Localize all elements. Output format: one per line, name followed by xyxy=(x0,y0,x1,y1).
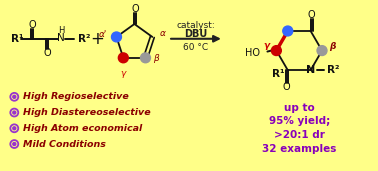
Text: O: O xyxy=(132,4,139,14)
Text: O: O xyxy=(28,20,36,30)
Text: +: + xyxy=(91,30,105,48)
Text: H: H xyxy=(58,26,64,35)
Text: O: O xyxy=(43,48,51,58)
Text: β: β xyxy=(153,54,159,63)
Text: >20:1 dr: >20:1 dr xyxy=(274,130,325,140)
Text: R¹: R¹ xyxy=(11,34,24,44)
Text: DBU: DBU xyxy=(184,29,208,39)
Text: Mild Conditions: Mild Conditions xyxy=(23,140,106,149)
Text: up to: up to xyxy=(284,103,314,113)
Text: O: O xyxy=(308,10,315,20)
Circle shape xyxy=(118,53,128,63)
Text: β: β xyxy=(329,42,335,51)
Circle shape xyxy=(13,95,16,98)
Text: 60 °C: 60 °C xyxy=(183,43,209,52)
Circle shape xyxy=(112,32,121,42)
Circle shape xyxy=(317,46,327,56)
Text: N: N xyxy=(57,33,65,43)
Text: α': α' xyxy=(99,30,107,40)
Text: γ: γ xyxy=(263,41,270,50)
Text: N: N xyxy=(306,65,315,75)
Circle shape xyxy=(13,111,16,114)
Text: 32 examples: 32 examples xyxy=(262,144,336,154)
Text: High Diastereoselective: High Diastereoselective xyxy=(23,108,151,117)
Text: catalyst:: catalyst: xyxy=(177,22,215,30)
Text: O: O xyxy=(283,82,291,92)
Text: HO: HO xyxy=(245,48,260,58)
Text: γ: γ xyxy=(121,69,126,78)
Circle shape xyxy=(141,53,150,63)
Circle shape xyxy=(13,127,16,130)
Text: R²: R² xyxy=(327,65,340,75)
Text: High Atom economical: High Atom economical xyxy=(23,124,143,133)
Text: High Regioselective: High Regioselective xyxy=(23,92,129,101)
Circle shape xyxy=(271,46,281,56)
Circle shape xyxy=(13,143,16,146)
Text: 95% yield;: 95% yield; xyxy=(268,116,330,126)
Text: α: α xyxy=(159,29,165,38)
Text: R²: R² xyxy=(78,34,90,44)
Text: R¹: R¹ xyxy=(272,69,285,79)
Circle shape xyxy=(283,26,293,36)
